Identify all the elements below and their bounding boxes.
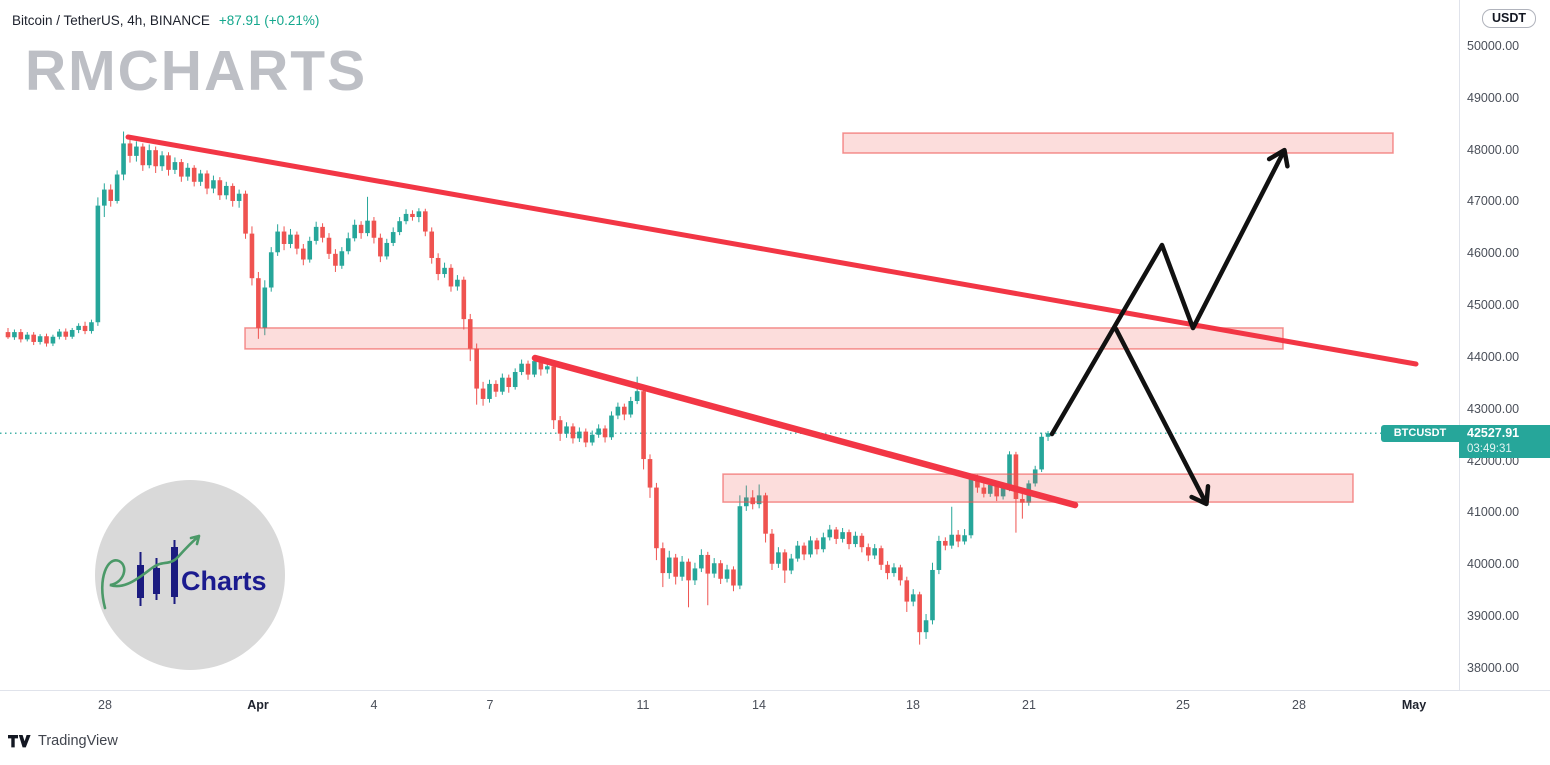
price-axis-label: 47000.00 <box>1467 194 1520 209</box>
time-axis-label: 14 <box>752 698 766 712</box>
price-change: +87.91 (+0.21%) <box>218 13 320 28</box>
price-axis-label: 39000.00 <box>1467 609 1520 624</box>
symbol-info[interactable]: Bitcoin / TetherUS, 4h, BINANCE +87.91 (+… <box>12 13 319 28</box>
price-axis-label: 40000.00 <box>1467 557 1520 572</box>
time-axis-label: 11 <box>636 698 650 712</box>
last-price-value: 42527.91 <box>1467 426 1520 440</box>
zone-supply-mid <box>244 327 1284 350</box>
time-axis-label: 28 <box>1292 698 1306 712</box>
trendlines-layer <box>125 134 1419 509</box>
candlestick-chart <box>0 131 1459 645</box>
time-axis-label: 28 <box>98 698 112 712</box>
logo-text: Charts <box>181 566 267 596</box>
candle-countdown: 03:49:31 <box>1467 443 1512 455</box>
watermark-text: RMCHARTS <box>25 39 368 103</box>
price-axis-label: 45000.00 <box>1467 298 1520 313</box>
zones-layer <box>244 132 1394 503</box>
price-axis-label: 46000.00 <box>1467 246 1520 261</box>
logo-circle <box>95 480 285 670</box>
last-price-symbol-flag: BTCUSDT <box>1381 425 1459 442</box>
trendline-minor-downtrend <box>531 354 1079 509</box>
bearish-projection-arrow <box>1113 326 1211 507</box>
symbol-title[interactable]: Bitcoin / TetherUS, 4h, BINANCE <box>12 13 210 28</box>
trendline-major-downtrend <box>125 134 1419 367</box>
currency-toggle-button[interactable]: USDT <box>1481 9 1536 28</box>
rmcharts-logo: Charts <box>95 480 285 670</box>
time-axis-label: Apr <box>247 698 269 712</box>
time-axis-label: 25 <box>1176 698 1190 712</box>
price-axis-label: 43000.00 <box>1467 401 1520 416</box>
time-axis-label: 7 <box>486 698 494 712</box>
chart-canvas[interactable] <box>0 0 1459 690</box>
bullish-projection-arrow <box>1049 147 1290 437</box>
price-axis-label: 49000.00 <box>1467 90 1520 105</box>
tradingview-brand[interactable]: TradingView <box>8 733 118 749</box>
price-axis-label: 44000.00 <box>1467 349 1520 364</box>
last-price-label: 42527.91 03:49:31 <box>1459 425 1550 458</box>
zone-target-high <box>842 132 1394 154</box>
time-axis-label: 21 <box>1022 698 1036 712</box>
price-axis-label: 41000.00 <box>1467 505 1520 520</box>
price-axis-label: 38000.00 <box>1467 660 1520 675</box>
tradingview-logo-icon <box>8 734 31 747</box>
price-axis-label: 48000.00 <box>1467 142 1520 157</box>
time-axis-label: 18 <box>906 698 920 712</box>
arrows-layer <box>1049 147 1290 507</box>
time-axis-label: 4 <box>370 698 378 712</box>
time-axis-label: May <box>1401 698 1427 712</box>
price-axis-label: 50000.00 <box>1467 39 1520 53</box>
time-axis[interactable]: 28 Apr 4 7 11 14 18 21 25 28 May <box>0 690 1550 719</box>
price-axis-border <box>1459 0 1460 690</box>
price-axis[interactable]: 50000.00 49000.00 48000.00 47000.00 46000.00… <box>1460 0 1550 690</box>
logo-green-swoosh-icon <box>100 534 201 610</box>
tradingview-brand-text: TradingView <box>38 733 118 749</box>
